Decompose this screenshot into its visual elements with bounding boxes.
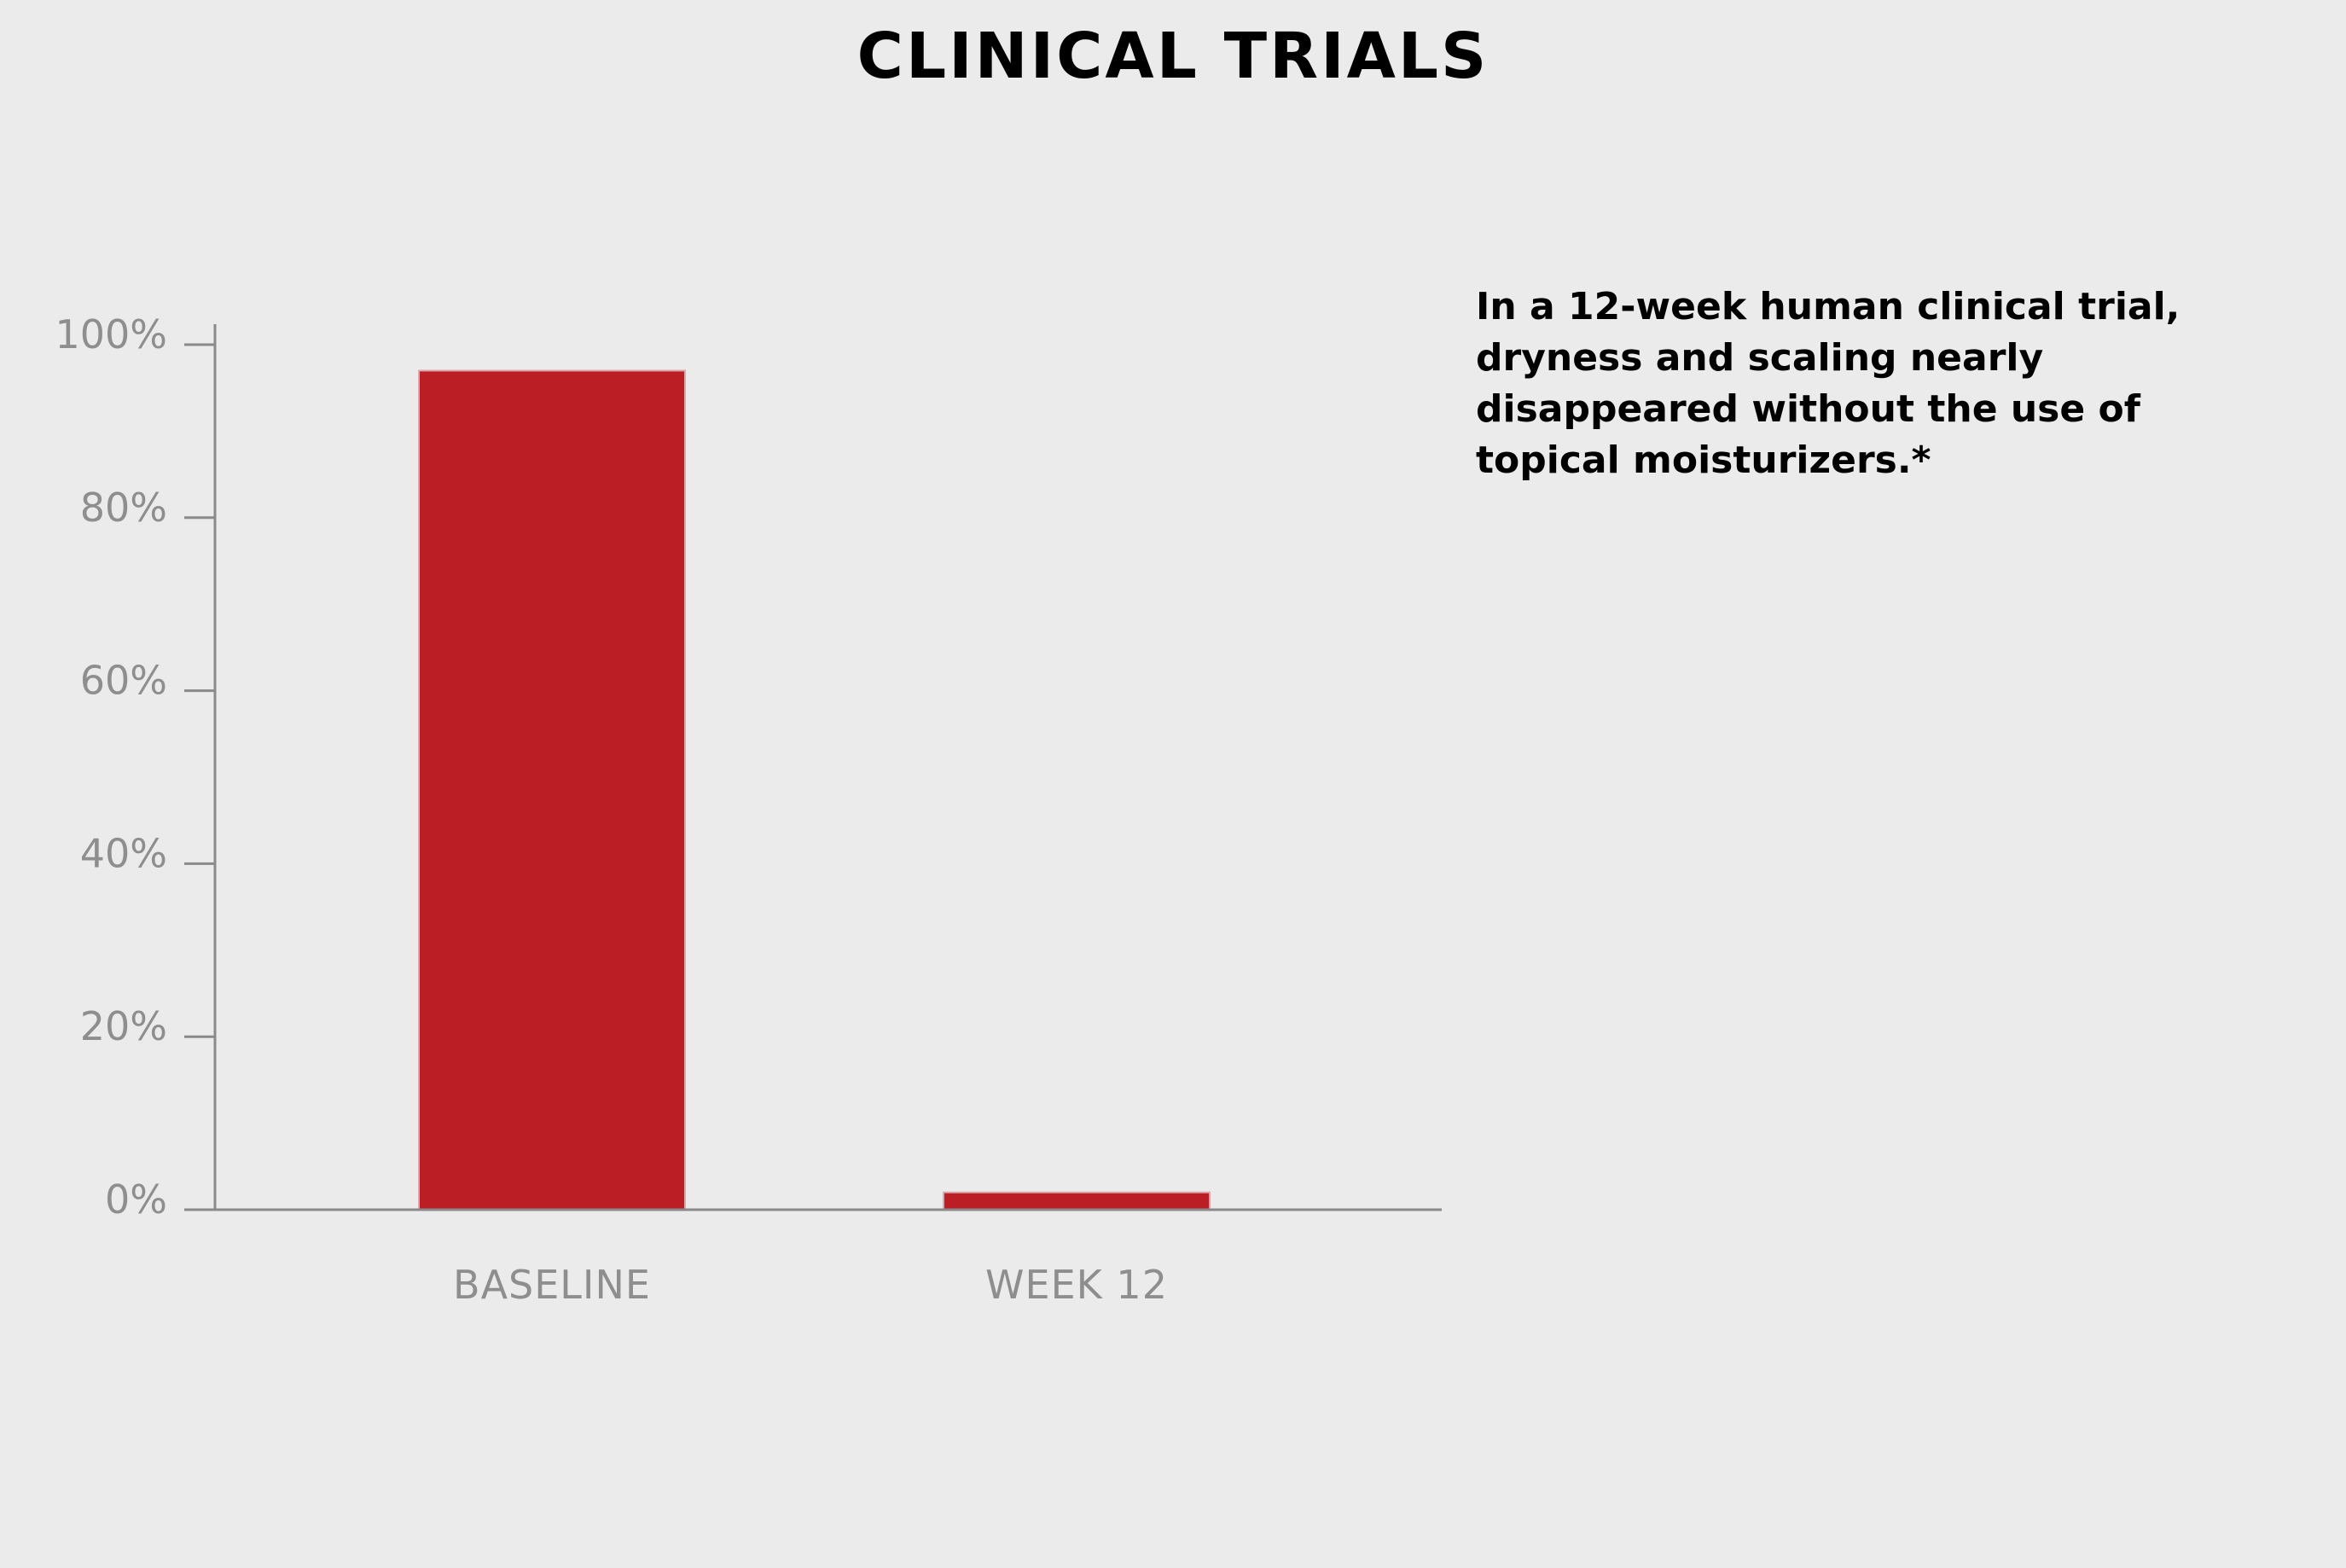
y-axis-ticks: 0% 20% 40% 60% 80% 100% — [55, 311, 215, 1222]
caption-line: topical moisturizers.* — [1476, 438, 1931, 482]
y-tick-label: 80% — [80, 485, 167, 531]
caption-line: In a 12-week human clinical trial, — [1476, 285, 2181, 328]
x-tick-label: BASELINE — [453, 1262, 651, 1308]
page-title: CLINICAL TRIALS — [857, 20, 1489, 93]
y-tick-label: 60% — [80, 658, 167, 704]
caption-text: In a 12-week human clinical trial, dryne… — [1476, 282, 2244, 486]
bar-chart: 0% 20% 40% 60% 80% 100% BASELINE WEEK 12 — [55, 311, 1442, 1308]
x-tick-label: WEEK 12 — [985, 1262, 1168, 1308]
caption-line: disappeared without the use of — [1476, 387, 2140, 431]
caption-line: dryness and scaling nearly — [1476, 336, 2044, 380]
bar — [943, 1191, 1211, 1211]
y-tick-label: 40% — [80, 830, 167, 876]
y-tick-label: 0% — [105, 1176, 167, 1222]
y-tick-label: 20% — [80, 1003, 167, 1049]
x-axis-labels: BASELINE WEEK 12 — [453, 1262, 1168, 1308]
y-tick-label: 100% — [55, 311, 167, 357]
bar-series — [418, 369, 1211, 1211]
axes — [184, 324, 1442, 1211]
bar — [418, 369, 686, 1211]
